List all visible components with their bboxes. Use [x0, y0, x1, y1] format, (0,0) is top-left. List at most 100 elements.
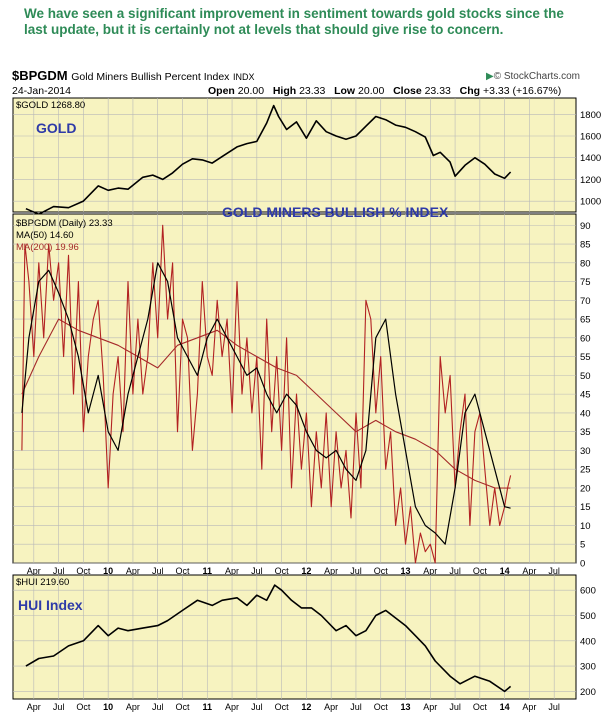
bpgdm-ytick-label: 30	[580, 446, 591, 457]
caption-text: We have seen a significant improvement i…	[24, 6, 564, 37]
bpgdm-xtick-label: 11	[203, 566, 213, 576]
hui-xtick-label: 12	[301, 702, 311, 712]
bpgdm-xtick-label: Jul	[350, 566, 362, 576]
bpgdm-ytick-label: 50	[580, 371, 591, 382]
hui-xtick-label: Apr	[423, 702, 437, 712]
bpgdm-ytick-label: 5	[580, 540, 585, 551]
bpgdm-ytick-label: 10	[580, 521, 591, 532]
bpgdm-xtick-label: Apr	[225, 566, 239, 576]
symbol: $BPGDM	[12, 68, 68, 83]
close-label: Close	[393, 85, 422, 97]
low-label: Low	[334, 85, 356, 97]
bpgdm-xtick-label: Apr	[423, 566, 437, 576]
low-value: 20.00	[358, 85, 385, 97]
bpgdm-ytick-label: 85	[580, 240, 591, 251]
gold-ytick-label: 1800	[580, 110, 601, 121]
bpgdm-annotation: GOLD MINERS BULLISH % INDEX	[222, 204, 449, 220]
gold-ytick-label: 1000	[580, 197, 601, 208]
symbol-title: $BPGDM Gold Miners Bullish Percent Index…	[12, 68, 255, 83]
hui-xtick-label: Apr	[225, 702, 239, 712]
bpgdm-line	[21, 224, 512, 564]
bpgdm-xtick-label: Jul	[449, 566, 461, 576]
hui-xtick-label: Oct	[275, 702, 290, 712]
bpgdm-xtick-label: Jul	[251, 566, 263, 576]
bpgdm-ytick-label: 25	[580, 465, 591, 476]
bpgdm-ytick-label: 70	[580, 296, 591, 307]
bpgdm-ytick-label: 60	[580, 333, 591, 344]
gold-background	[12, 97, 577, 213]
bpgdm-ytick-label: 55	[580, 352, 591, 363]
bpgdm-ytick-label: 0	[580, 559, 585, 570]
hui-panel: 200 300 400 500 600 $HUI 219.60 HUI Index Apr Ju…	[12, 574, 596, 712]
bpgdm-xtick-label: Jul	[53, 566, 65, 576]
bpgdm-ytick-label: 65	[580, 315, 591, 326]
hui-xtick-label: Apr	[27, 702, 41, 712]
open-value: 20.00	[237, 85, 265, 97]
bpgdm-xtick-label: 14	[500, 566, 510, 576]
close-value: 23.33	[424, 85, 451, 97]
bpgdm-xtick-label: Oct	[175, 566, 190, 576]
gold-annotation: GOLD	[36, 120, 76, 136]
hui-xtick-label: Jul	[152, 702, 164, 712]
bpgdm-xtick-label: Apr	[126, 566, 140, 576]
legend-entry: MA(200) 19.96	[16, 242, 79, 253]
bpgdm-ytick-label: 45	[580, 390, 591, 401]
hui-xtick-label: Oct	[473, 702, 488, 712]
hui-ytick-label: 200	[580, 687, 596, 698]
hui-xtick-label: Oct	[76, 702, 91, 712]
hui-legend: $HUI 219.60	[16, 577, 69, 588]
bpgdm-xtick-label: Apr	[522, 566, 536, 576]
hui-ytick-label: 400	[580, 636, 596, 647]
bpgdm-xtick-label: Jul	[152, 566, 164, 576]
bpgdm-xtick-label: Oct	[76, 566, 91, 576]
ma50-line	[21, 262, 511, 545]
hui-xtick-label: 14	[500, 702, 510, 712]
gold-ytick-label: 1200	[580, 175, 601, 186]
exchange-code: INDX	[233, 72, 255, 82]
bpgdm-ytick-label: 90	[580, 221, 591, 232]
bpgdm-ytick-label: 40	[580, 408, 591, 419]
bpgdm-xtick-label: Oct	[473, 566, 488, 576]
hui-background	[12, 574, 577, 700]
gold-legend: $GOLD 1268.80	[16, 100, 85, 111]
hui-price-line	[25, 584, 512, 693]
hui-xtick-label: Oct	[374, 702, 389, 712]
hui-xtick-label: Apr	[522, 702, 536, 712]
bpgdm-xtick-label: 10	[103, 566, 113, 576]
watermark-text: © StockCharts.com	[493, 71, 580, 82]
hui-xtick-label: Jul	[548, 702, 560, 712]
hui-xtick-label: 11	[203, 702, 213, 712]
legend-entry: MA(50) 14.60	[16, 230, 74, 241]
bpgdm-xtick-label: Oct	[275, 566, 290, 576]
triangle-right-icon: ▶	[486, 71, 494, 82]
open-label: Open	[208, 85, 235, 97]
hui-xtick-label: Jul	[350, 702, 362, 712]
gold-ytick-label: 1400	[580, 153, 601, 164]
hui-xtick-label: Apr	[126, 702, 140, 712]
date-label: 24-Jan-2014	[12, 85, 71, 97]
bpgdm-ytick-label: 35	[580, 427, 591, 438]
bpgdm-xtick-label: Apr	[324, 566, 338, 576]
hui-annotation: HUI Index	[18, 597, 83, 613]
hui-xtick-label: 13	[401, 702, 411, 712]
hui-ytick-label: 300	[580, 662, 596, 673]
bpgdm-ytick-label: 75	[580, 277, 591, 288]
index-name: Gold Miners Bullish Percent Index	[71, 71, 230, 83]
high-label: High	[272, 85, 297, 97]
bpgdm-ytick-label: 15	[580, 502, 591, 513]
ohlc-row: Open 20.00 High 23.33 Low 20.00 Close 23…	[208, 85, 561, 97]
hui-xtick-label: Jul	[449, 702, 461, 712]
bpgdm-ytick-label: 20	[580, 483, 591, 494]
hui-xtick-label: Jul	[251, 702, 263, 712]
bpgdm-xtick-label: 12	[301, 566, 311, 576]
stockcharts-watermark: ▶© StockCharts.com	[486, 71, 580, 82]
bpgdm-xtick-label: 13	[401, 566, 411, 576]
hui-xtick-label: Apr	[324, 702, 338, 712]
legend-entry: $BPGDM (Daily) 23.33	[16, 218, 113, 229]
hui-xtick-label: 10	[103, 702, 113, 712]
gold-price-line	[25, 104, 512, 215]
hui-xtick-label: Jul	[53, 702, 65, 712]
chg-label: Chg	[459, 85, 481, 97]
